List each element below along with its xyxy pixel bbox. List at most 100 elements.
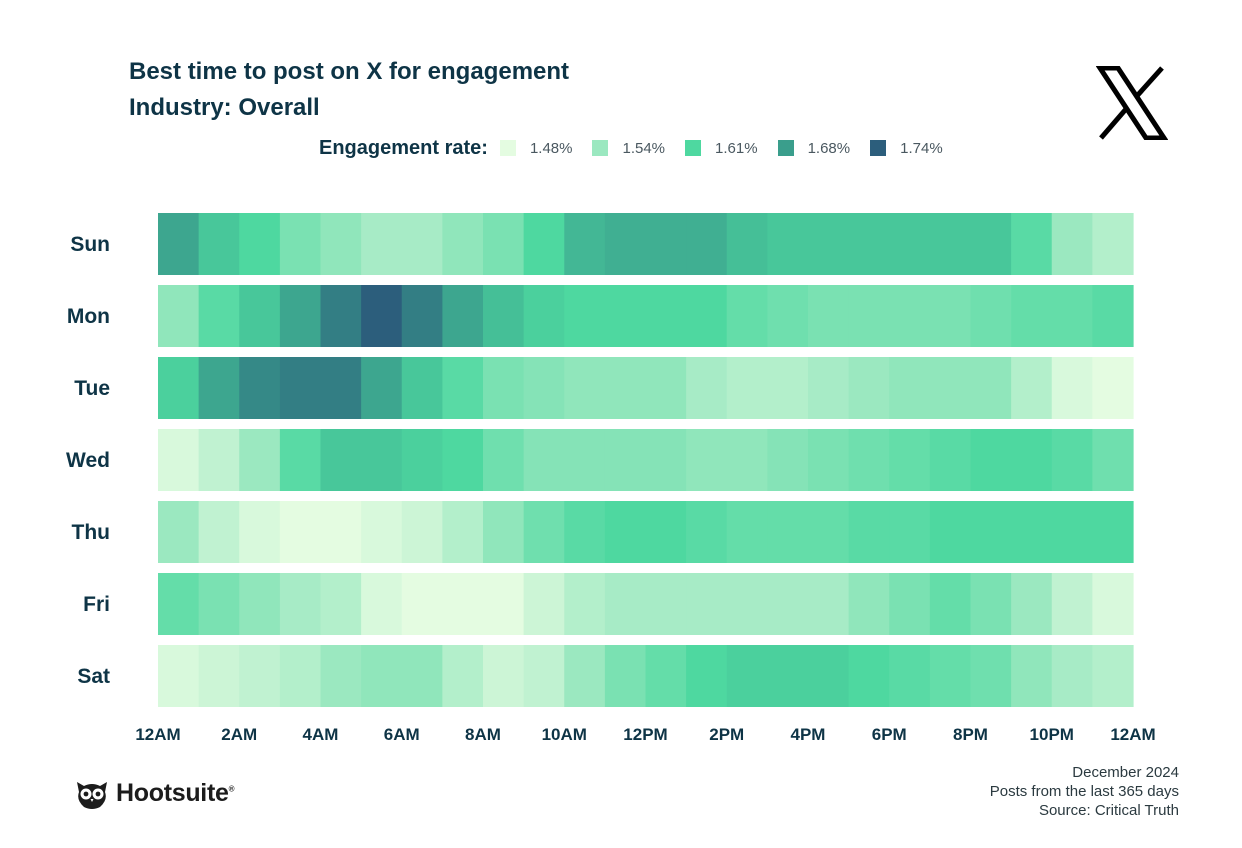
row-label: Wed [66, 449, 110, 472]
heatmap-cell [726, 645, 768, 707]
row-label: Sat [77, 665, 110, 688]
heatmap-cell [767, 285, 809, 347]
heatmap-cell [970, 285, 1012, 347]
heatmap-cell [767, 501, 809, 563]
chart-title: Best time to post on X for engagement [129, 58, 570, 85]
heatmap-cell [970, 645, 1012, 707]
heatmap-cell [808, 357, 850, 419]
heatmap-cell [808, 429, 850, 491]
heatmap-cell [401, 285, 443, 347]
heatmap-cell [320, 573, 362, 635]
heatmap-cell [686, 645, 728, 707]
legend: Engagement rate: 1.48% 1.54% 1.61% 1.68%… [319, 135, 963, 161]
row-label: Thu [72, 521, 110, 544]
heatmap-cell [483, 213, 525, 275]
heatmap-cell [645, 213, 687, 275]
heatmap-cell [726, 573, 768, 635]
heatmap-cell [523, 357, 565, 419]
legend-item: 1.48% [499, 140, 572, 157]
heatmap-cell [279, 645, 322, 707]
heatmap-cell [361, 645, 403, 707]
heatmap-cell [523, 501, 565, 563]
row-label: Mon [67, 305, 110, 328]
legend-label: 1.68% [807, 139, 851, 157]
heatmap-cell [929, 645, 972, 707]
heatmap-cell [320, 501, 362, 563]
x-tick-label: 8PM [953, 725, 988, 744]
heatmap-cell [889, 501, 931, 563]
heatmap-cell [808, 573, 850, 635]
heatmap-cell [686, 429, 728, 491]
heatmap-cell [889, 213, 931, 275]
heatmap-cell [604, 285, 647, 347]
owl-logo-icon [77, 782, 107, 809]
heatmap-cell [848, 285, 890, 347]
heatmap-cell [279, 501, 322, 563]
x-tick-label: 4PM [791, 725, 826, 744]
heatmap-cell [929, 501, 972, 563]
heatmap-cell [442, 573, 484, 635]
heatmap-cell [686, 213, 728, 275]
heatmap-cell [970, 213, 1012, 275]
heatmap-cell [401, 645, 443, 707]
heatmap-cell [442, 357, 484, 419]
heatmap-cell [808, 645, 850, 707]
heatmap-cell [604, 213, 647, 275]
heatmap-cell [1011, 573, 1053, 635]
heatmap-cell [1092, 285, 1134, 347]
heatmap-cell [1092, 429, 1134, 491]
heatmap-cell [1051, 573, 1093, 635]
heatmap-cell [1092, 501, 1134, 563]
footer-source: Source: Critical Truth [1038, 802, 1179, 819]
heatmap-cell [239, 645, 281, 707]
heatmap-cell [726, 429, 768, 491]
heatmap-cell [361, 573, 403, 635]
heatmap-cell [767, 429, 809, 491]
heatmap-cell [1051, 501, 1093, 563]
legend-label: 1.74% [900, 139, 943, 157]
heatmap-cell [198, 645, 240, 707]
heatmap-cell [889, 645, 931, 707]
heatmap-cell [970, 501, 1012, 563]
heatmap-cell [320, 645, 362, 707]
row-label: Tue [74, 377, 110, 400]
x-tick-label: 10AM [542, 725, 587, 744]
heatmap-cell [1051, 285, 1093, 347]
heatmap-cell [564, 429, 606, 491]
heatmap-cell [198, 357, 240, 419]
heatmap-cell [848, 501, 890, 563]
heatmap-cell [1092, 357, 1134, 419]
heatmap-cell [970, 357, 1012, 419]
heatmap-cell [848, 573, 890, 635]
legend-swatch [777, 140, 794, 156]
heatmap-cell [808, 501, 850, 563]
heatmap-cell [564, 645, 606, 707]
heatmap-cell [198, 501, 240, 563]
x-tick-label: 6AM [384, 725, 420, 744]
heatmap-cell [523, 429, 565, 491]
heatmap-cell [239, 429, 281, 491]
chart-subtitle: Industry: Overall [129, 94, 320, 121]
heatmap-cell [198, 573, 240, 635]
heatmap-cell [604, 645, 647, 707]
legend-swatch [685, 140, 702, 156]
legend-item: 1.54% [592, 140, 665, 157]
heatmap-cell [564, 285, 606, 347]
heatmap-cell [239, 501, 281, 563]
heatmap-cell [767, 357, 809, 419]
heatmap-cell [1092, 213, 1134, 275]
x-tick-label: 2AM [221, 725, 257, 744]
heatmap-cell [158, 357, 200, 419]
heatmap-cell [279, 285, 322, 347]
heatmap-cell [1011, 357, 1053, 419]
footer-date: December 2024 [1072, 764, 1179, 781]
heatmap-cell [442, 645, 484, 707]
heatmap-cell [442, 429, 484, 491]
heatmap-cell [320, 285, 362, 347]
heatmap-cell [645, 501, 687, 563]
heatmap-cell [401, 429, 443, 491]
heatmap-cell [889, 357, 931, 419]
heatmap-cell [564, 357, 606, 419]
heatmap-cell [726, 213, 768, 275]
heatmap-cell [1011, 213, 1053, 275]
